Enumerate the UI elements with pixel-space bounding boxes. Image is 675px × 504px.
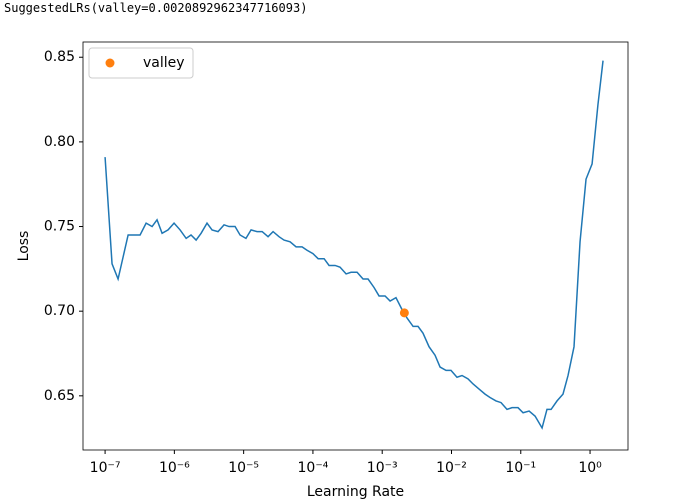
x-tick-label: 10⁻⁶ bbox=[159, 460, 190, 476]
x-tick-label: 10⁻⁵ bbox=[228, 460, 259, 476]
y-tick-label: 0.80 bbox=[44, 134, 75, 150]
point bbox=[399, 308, 409, 318]
x-tick-label: 10⁰ bbox=[578, 460, 602, 476]
y-tick-label: 0.85 bbox=[44, 49, 75, 65]
x-tick-label: 10⁻⁷ bbox=[90, 460, 121, 476]
y-axis-label: Loss bbox=[16, 231, 32, 262]
x-tick-label: 10⁻⁴ bbox=[298, 460, 329, 476]
axes-frame bbox=[82, 41, 629, 451]
x-tick-label: 10⁻¹ bbox=[505, 460, 536, 476]
y-tick-label: 0.75 bbox=[44, 219, 75, 235]
y-tick-label: 0.70 bbox=[44, 303, 75, 319]
legend-label: valley bbox=[143, 55, 185, 71]
output-text: SuggestedLRs(valley=0.002089296234771609… bbox=[4, 1, 308, 15]
y-tick-label: 0.65 bbox=[44, 388, 75, 404]
legend-box bbox=[88, 47, 194, 79]
x-axis-label: Learning Rate bbox=[307, 484, 404, 500]
loss-line bbox=[104, 60, 604, 430]
x-tick-label: 10⁻³ bbox=[367, 460, 398, 476]
x-tick-label: 10⁻² bbox=[436, 460, 467, 476]
legend-marker bbox=[105, 58, 115, 68]
